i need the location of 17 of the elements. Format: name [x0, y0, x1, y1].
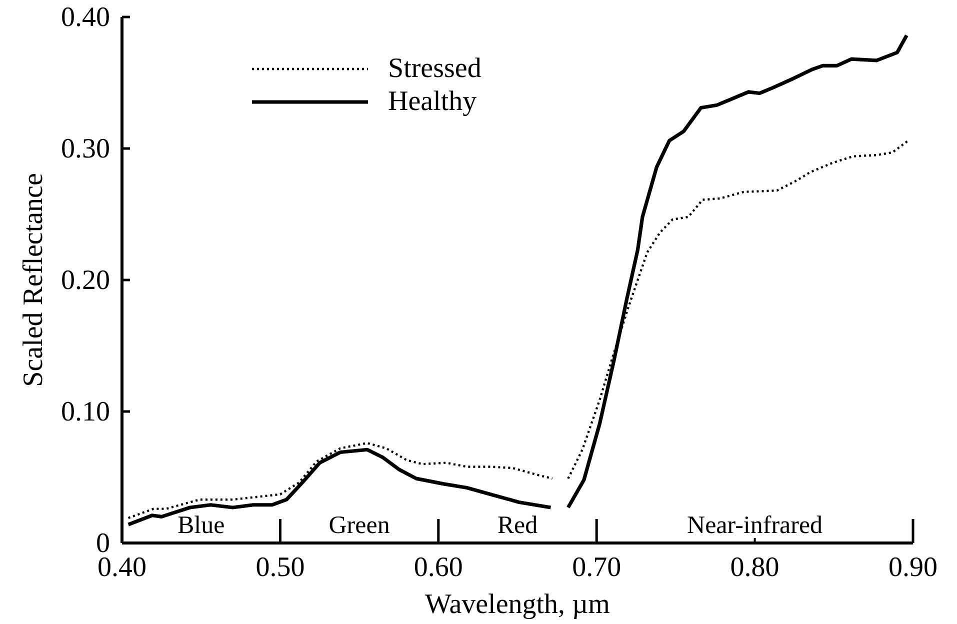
x-tick-label: 0.50: [256, 552, 305, 584]
legend-label: Stressed: [388, 52, 482, 84]
annotation: Near-infrared: [687, 512, 824, 538]
y-tick-label: 0.10: [61, 396, 110, 427]
x-tick-label: 0.80: [730, 552, 780, 584]
x-tick-label: 0.60: [414, 552, 463, 584]
y-tick-label: 0.40: [61, 2, 110, 32]
y-tick-label: 0.20: [61, 264, 110, 296]
annotation: Green: [328, 512, 390, 538]
annotation: Red: [497, 512, 538, 538]
x-tick-label: 0.90: [888, 552, 938, 584]
legend-label: Healthy: [388, 86, 477, 116]
annotation: Blue: [177, 512, 225, 538]
y-axis-title: Scaled Reflectance: [18, 173, 48, 387]
x-tick-label: 0.70: [572, 552, 622, 584]
x-axis-title: Wavelength, µm: [425, 589, 610, 620]
y-tick-label: 0.30: [61, 133, 110, 164]
